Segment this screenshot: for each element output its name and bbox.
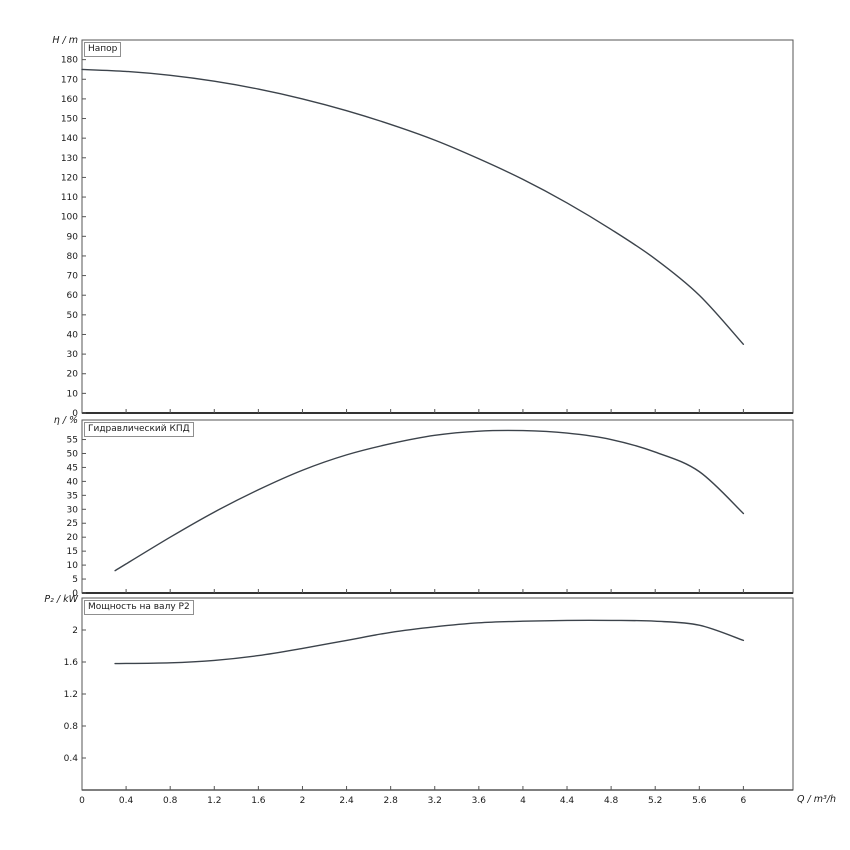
svg-text:160: 160: [61, 95, 78, 105]
svg-text:35: 35: [67, 491, 78, 501]
svg-text:0.4: 0.4: [119, 796, 134, 806]
svg-text:140: 140: [61, 134, 78, 144]
svg-text:1.2: 1.2: [207, 796, 221, 806]
svg-text:4: 4: [520, 796, 526, 806]
svg-text:0.8: 0.8: [64, 722, 79, 732]
svg-text:40: 40: [67, 477, 79, 487]
svg-text:0.8: 0.8: [163, 796, 178, 806]
svg-text:100: 100: [61, 213, 78, 223]
svg-text:80: 80: [67, 252, 79, 262]
svg-text:120: 120: [61, 173, 78, 183]
svg-text:5: 5: [72, 575, 78, 585]
svg-text:6: 6: [741, 796, 747, 806]
y-axis-label-head: H / m: [52, 35, 78, 46]
panel-title-head: Напор: [84, 42, 122, 57]
svg-text:40: 40: [67, 330, 79, 340]
svg-text:2.8: 2.8: [383, 796, 398, 806]
svg-text:5.6: 5.6: [692, 796, 707, 806]
svg-text:0: 0: [79, 796, 85, 806]
svg-text:150: 150: [61, 115, 78, 125]
svg-text:1.6: 1.6: [251, 796, 266, 806]
svg-text:2: 2: [300, 796, 306, 806]
svg-text:25: 25: [67, 519, 78, 529]
svg-text:130: 130: [61, 154, 78, 164]
svg-text:110: 110: [61, 193, 78, 203]
svg-text:2.4: 2.4: [339, 796, 354, 806]
svg-text:20: 20: [67, 533, 79, 543]
svg-text:20: 20: [67, 370, 79, 380]
svg-text:4.4: 4.4: [560, 796, 575, 806]
svg-text:3.6: 3.6: [472, 796, 487, 806]
svg-text:45: 45: [67, 463, 78, 473]
svg-text:50: 50: [67, 449, 79, 459]
svg-text:0.4: 0.4: [64, 754, 79, 764]
svg-text:5.2: 5.2: [648, 796, 662, 806]
svg-text:55: 55: [67, 436, 78, 446]
svg-text:4.8: 4.8: [604, 796, 619, 806]
svg-text:3.2: 3.2: [428, 796, 442, 806]
y-axis-label-efficiency: η / %: [53, 415, 78, 426]
svg-text:180: 180: [61, 56, 78, 66]
svg-text:70: 70: [67, 272, 79, 282]
svg-text:10: 10: [67, 561, 79, 571]
svg-text:0: 0: [72, 589, 78, 599]
svg-text:90: 90: [67, 232, 79, 242]
svg-text:1.2: 1.2: [64, 690, 78, 700]
svg-text:60: 60: [67, 291, 79, 301]
svg-text:2: 2: [72, 626, 78, 636]
svg-text:1.6: 1.6: [64, 658, 79, 668]
svg-text:170: 170: [61, 75, 78, 85]
x-axis-label: Q / m³/h: [797, 794, 837, 805]
svg-text:50: 50: [67, 311, 79, 321]
panel-title-power: Мощность на валу P2: [84, 600, 194, 615]
svg-text:10: 10: [67, 389, 79, 399]
panel-title-efficiency: Гидравлический КПД: [84, 422, 194, 437]
svg-text:30: 30: [67, 505, 79, 515]
svg-text:15: 15: [67, 547, 78, 557]
y-axis-label-power: P₂ / kW: [44, 594, 78, 605]
svg-text:30: 30: [67, 350, 79, 360]
svg-text:0: 0: [72, 409, 78, 419]
